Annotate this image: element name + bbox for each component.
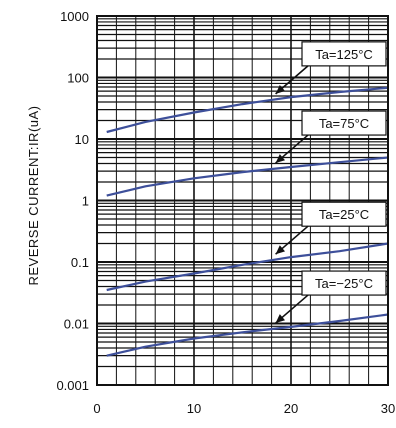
y-tick-label: 0.01 xyxy=(64,317,89,332)
y-tick-label: 10 xyxy=(75,132,89,147)
x-tick-label: 0 xyxy=(93,401,100,416)
x-tick-label: 20 xyxy=(284,401,298,416)
y-tick-label: 1 xyxy=(82,194,89,209)
annotation-1: Ta=125°C xyxy=(275,41,387,95)
annotations: Ta=125°C Ta=75°C Ta=25°C Ta=−25°C xyxy=(275,41,387,324)
series-line-3 xyxy=(106,242,389,292)
annotation-label: Ta=25°C xyxy=(319,207,369,222)
grid xyxy=(97,16,388,385)
annotation-2: Ta=75°C xyxy=(275,110,387,164)
x-tick-label: 30 xyxy=(381,401,395,416)
annotation-arrowhead xyxy=(275,84,286,94)
y-axis-title: REVERSE CURRENT:IR(uA) xyxy=(26,105,41,285)
annotation-box xyxy=(301,270,387,296)
plot-frame xyxy=(96,15,389,386)
y-tick-label: 100 xyxy=(67,71,89,86)
annotation-box xyxy=(301,110,387,136)
annotation-arrowhead xyxy=(275,314,286,324)
annotation-label: Ta=−25°C xyxy=(315,276,373,291)
y-tick-label: 0.001 xyxy=(56,378,89,393)
series-lines xyxy=(106,86,389,357)
y-tick-label: 1000 xyxy=(60,9,89,24)
y-tick-labels: 1000 100 10 1 0.1 0.01 0.001 xyxy=(56,9,89,393)
series-line-4 xyxy=(106,313,389,357)
series-line-2 xyxy=(106,156,389,197)
annotation-4: Ta=−25°C xyxy=(275,270,387,324)
annotation-box xyxy=(301,41,387,67)
series-line-1 xyxy=(106,86,389,134)
x-tick-label: 10 xyxy=(187,401,201,416)
x-tick-labels: 0 10 20 30 xyxy=(93,401,395,416)
annotation-label: Ta=75°C xyxy=(319,116,369,131)
y-tick-label: 0.1 xyxy=(71,255,89,270)
annotation-arrowhead xyxy=(275,154,286,164)
annotation-3: Ta=25°C xyxy=(275,201,387,255)
annotation-arrowhead xyxy=(275,245,286,255)
annotation-label: Ta=125°C xyxy=(315,47,373,62)
annotation-box xyxy=(301,201,387,227)
